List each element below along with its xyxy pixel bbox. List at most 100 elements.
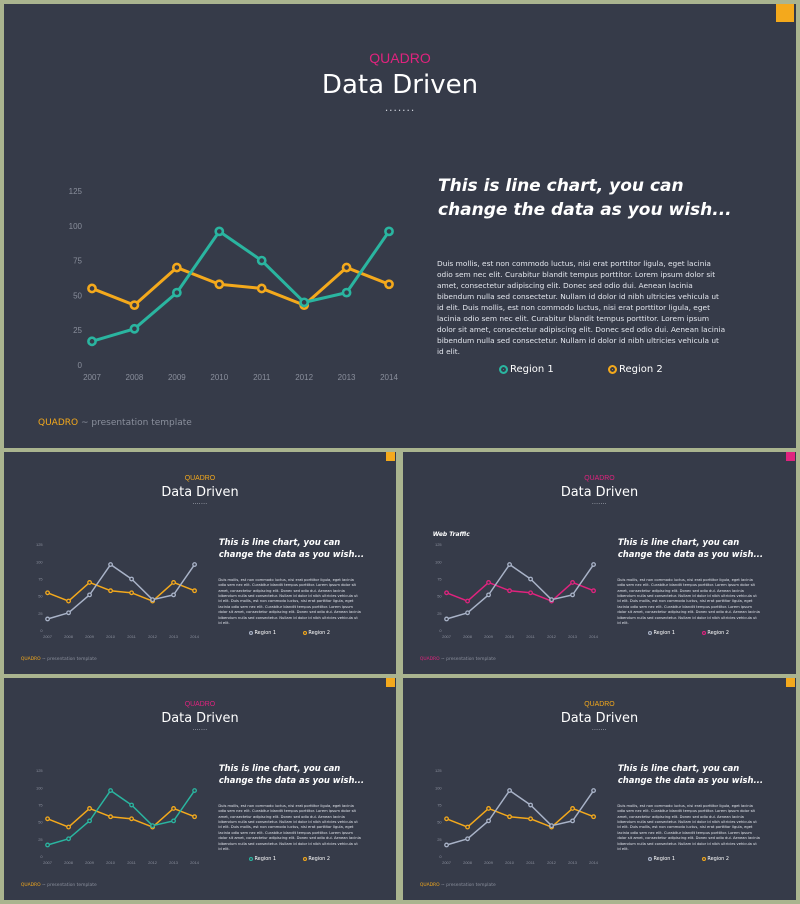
legend-region-1-label: Region 1 [653, 856, 676, 863]
data-point-series-2 [129, 300, 140, 311]
data-point-series-2 [591, 814, 597, 820]
x-tick-label: 2008 [463, 634, 473, 639]
data-point-series-2 [87, 580, 92, 585]
data-point-series-2 [570, 580, 575, 585]
footer-brand: QUADRO [20, 882, 41, 888]
data-point-series-1 [129, 576, 134, 582]
y-tick-label: 125 [36, 768, 43, 773]
x-tick-label: 2008 [463, 860, 473, 865]
x-tick-label: 2014 [190, 634, 200, 639]
legend-region-1: Region 1 [648, 630, 675, 636]
data-point-series-1 [528, 802, 533, 808]
data-point-series-1 [465, 836, 470, 842]
series-line-1 [446, 789, 595, 846]
brand-label: QUADRO [584, 700, 615, 708]
body-paragraph: Duis mollis, est non commodo luctus, nis… [218, 577, 361, 626]
data-point-series-1 [570, 592, 575, 598]
corner-accent [786, 678, 796, 687]
x-tick-label: 2011 [253, 373, 271, 382]
footer-separator: ~ [78, 418, 92, 428]
headline-line-1: This is line chart, you can [617, 763, 740, 774]
brand-label: QUADRO [184, 474, 216, 482]
x-tick-label: 2013 [568, 634, 578, 639]
line-chart: 0 25 50 75 100 125 2007 2008 2009 2010 2011 2012 201… [435, 542, 599, 639]
headline-line-1: This is line chart, you can [218, 537, 341, 548]
x-tick-label: 2007 [43, 634, 52, 639]
data-point-series-1 [444, 842, 449, 848]
y-tick-label: 100 [36, 559, 43, 564]
series-line-2 [446, 581, 594, 602]
body-paragraph: Duis mollis, est non commodo luctus, nis… [617, 803, 760, 852]
y-tick-label: 75 [73, 257, 82, 266]
data-point-series-1 [507, 788, 512, 793]
y-tick-label: 75 [437, 803, 442, 808]
x-tick-label: 2009 [484, 860, 494, 865]
data-point-series-2 [256, 283, 267, 294]
footer-separator: ~ [40, 656, 48, 662]
legend-region-2-label: Region 2 [707, 856, 730, 863]
corner-accent [786, 452, 796, 461]
data-point-series-2 [528, 590, 533, 596]
data-point-series-2 [486, 580, 491, 585]
data-point-series-1 [171, 592, 176, 598]
legend-region-2: Region 2 [701, 630, 729, 636]
legend-region-2-label: Region 2 [308, 630, 331, 637]
headline-line-2: change the data as you wish... [218, 775, 365, 786]
data-point-series-1 [150, 597, 155, 603]
footer-separator: ~ [40, 882, 48, 888]
x-tick-label: 2010 [505, 860, 515, 865]
data-point-series-2 [192, 814, 198, 820]
data-point-series-2 [129, 816, 134, 822]
footer-text: presentation template [446, 656, 496, 662]
brand-label: QUADRO [184, 700, 216, 708]
chart-subtitle: Web Traffic [432, 531, 470, 539]
legend-region-2-marker-icon [701, 856, 707, 862]
legend-region-2-marker-icon [302, 856, 308, 862]
line-chart: 0 25 50 75 100 125 2007 2008 2009 2010 2011 2012 201… [36, 768, 200, 865]
x-tick-label: 2012 [295, 373, 313, 382]
legend-region-1: Region 1 [499, 364, 554, 375]
x-tick-label: 2014 [589, 634, 599, 639]
data-point-series-1 [45, 842, 50, 848]
slide-main: QUADRO Data Driven....... This is line cha… [4, 4, 796, 448]
footer-tagline: QUADRO ~ presentation template [38, 418, 192, 428]
y-tick-label: 50 [73, 291, 82, 300]
slide-bottom-left: QUADRO Data Driven....... This is line cha… [4, 678, 396, 900]
data-point-series-1 [192, 788, 198, 793]
legend-region-2-marker-icon [302, 630, 308, 636]
legend-region-1-label: Region 1 [653, 630, 676, 637]
title-divider-dots: ....... [384, 100, 416, 114]
data-point-series-1 [87, 336, 97, 347]
data-point-series-1 [549, 597, 554, 603]
series-line-1 [47, 789, 196, 846]
legend-region-1-marker-icon [648, 630, 653, 636]
x-tick-label: 2008 [64, 634, 74, 639]
series-line-2 [91, 266, 390, 307]
data-point-series-2 [171, 580, 176, 585]
data-point-series-1 [171, 287, 182, 298]
data-point-series-2 [341, 262, 352, 273]
data-point-series-1 [66, 610, 71, 616]
footer-tagline: QUADRO ~ presentation template [21, 883, 97, 888]
line-chart: 0 25 50 75 100 125 2007 2008 2009 2010 2011 2012 201… [69, 187, 399, 382]
x-tick-label: 2013 [169, 634, 179, 639]
x-tick-label: 2014 [589, 860, 599, 865]
x-tick-label: 2009 [85, 634, 95, 639]
x-tick-label: 2009 [484, 634, 494, 639]
y-tick-label: 125 [435, 768, 442, 773]
footer-brand: QUADRO [419, 882, 440, 888]
y-tick-label: 125 [435, 542, 442, 547]
legend-region-2: Region 2 [302, 630, 331, 637]
data-point-series-1 [171, 818, 176, 824]
headline-line-1: This is line chart, you can [617, 537, 740, 548]
data-point-series-2 [66, 598, 71, 604]
data-point-series-1 [256, 255, 267, 266]
x-tick-label: 2009 [168, 373, 186, 382]
data-point-series-1 [66, 836, 71, 842]
body-paragraph: Duis mollis, est non commodo luctus, nis… [218, 803, 361, 852]
data-point-series-2 [129, 590, 134, 596]
y-tick-label: 0 [40, 628, 43, 633]
legend-region-2-label: Region 2 [619, 364, 663, 375]
data-point-series-2 [45, 816, 50, 822]
corner-accent [776, 4, 794, 22]
